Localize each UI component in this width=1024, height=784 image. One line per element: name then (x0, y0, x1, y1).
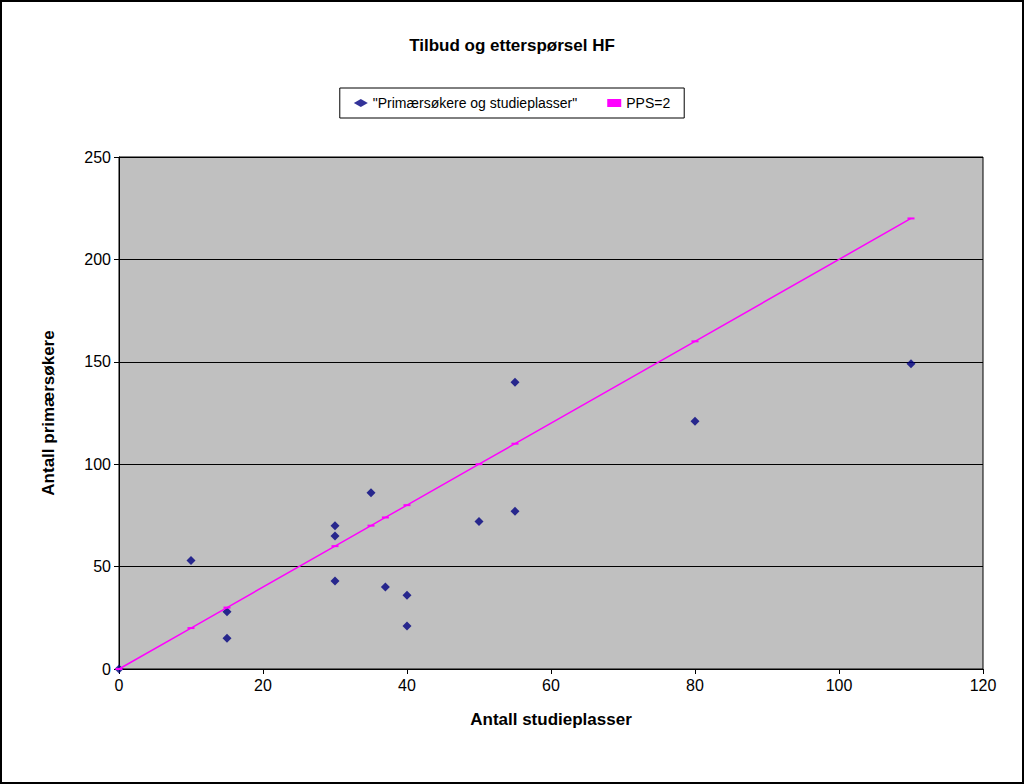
svg-text:120: 120 (970, 677, 997, 694)
svg-text:150: 150 (84, 353, 111, 370)
svg-text:0: 0 (115, 677, 124, 694)
svg-text:100: 100 (84, 456, 111, 473)
svg-text:100: 100 (826, 677, 853, 694)
svg-text:80: 80 (686, 677, 704, 694)
svg-text:50: 50 (93, 558, 111, 575)
svg-text:Tilbud og etterspørsel HF: Tilbud og etterspørsel HF (409, 36, 615, 55)
svg-text:40: 40 (398, 677, 416, 694)
svg-text:200: 200 (84, 251, 111, 268)
svg-text:250: 250 (84, 149, 111, 166)
svg-text:"Primærsøkere og studieplasser: "Primærsøkere og studieplasser" (373, 95, 577, 111)
svg-text:0: 0 (102, 661, 111, 678)
svg-text:60: 60 (542, 677, 560, 694)
svg-text:20: 20 (254, 677, 272, 694)
svg-text:Antall studieplasser: Antall studieplasser (470, 710, 632, 729)
svg-text:Antall primærsøkere: Antall primærsøkere (39, 330, 58, 495)
svg-text:PPS=2: PPS=2 (626, 95, 670, 111)
